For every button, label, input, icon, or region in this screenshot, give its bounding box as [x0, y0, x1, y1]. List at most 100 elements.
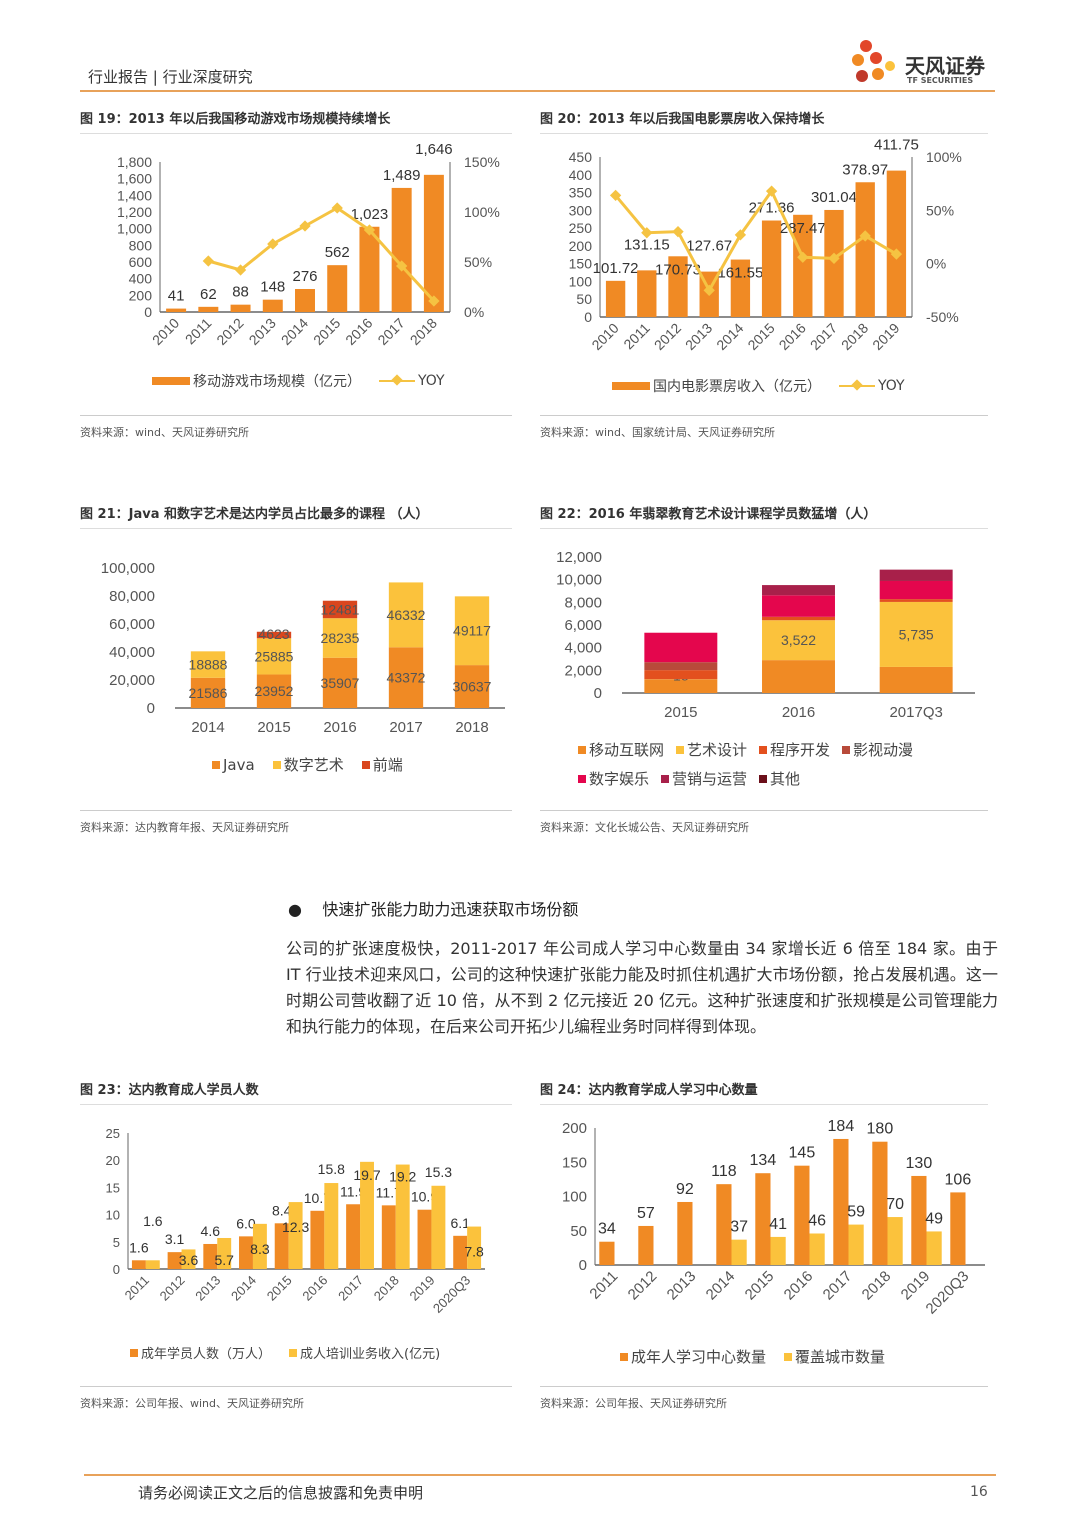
figure-20-title: 图 20：2013 年以后我国电影票房收入保持增长 [540, 108, 988, 134]
x-tick-label: 2016 [299, 1273, 330, 1304]
y-tick-label: 1,200 [117, 204, 152, 220]
legend-label: 国内电影票房收入（亿元） [653, 379, 821, 395]
legend-label: 艺术设计 [687, 741, 748, 759]
header-divider [80, 90, 995, 92]
y-tick-label: 12,000 [556, 549, 602, 566]
data-label: 1,646 [415, 141, 453, 158]
bar [395, 1164, 410, 1269]
y-tick-label: 10,000 [556, 572, 602, 589]
x-tick-label: 2019 [898, 1268, 934, 1304]
data-label: 30637 [453, 679, 492, 695]
x-tick-label: 2018 [407, 315, 440, 348]
bar [288, 1202, 303, 1269]
bar-segment [190, 651, 226, 678]
y2-tick-label: 50% [464, 254, 492, 270]
bar [731, 1239, 747, 1265]
logo-icon [852, 40, 895, 82]
data-label: 92 [676, 1181, 694, 1198]
bar [310, 1210, 325, 1269]
y-tick-label: 0 [147, 700, 155, 717]
yoy-point [202, 255, 214, 267]
y-tick-label: 4,000 [564, 640, 602, 657]
bar [274, 1223, 289, 1269]
x-tick-label: 2012 [625, 1268, 661, 1304]
data-label: 301.04 [811, 189, 857, 206]
legend-swatch [272, 760, 281, 769]
data-label: 15.3 [425, 1164, 452, 1180]
bar [295, 289, 315, 312]
bar-segment [644, 679, 718, 693]
x-tick-label: 2015 [257, 719, 290, 736]
data-label: 106 [945, 1171, 972, 1188]
legend-line-swatch [839, 385, 875, 387]
bar-segment [322, 618, 358, 658]
x-tick-label: 2016 [323, 719, 356, 736]
x-tick-label: 2015 [664, 704, 697, 721]
yoy-point [797, 251, 809, 263]
bar-segment [879, 569, 953, 581]
bar [360, 1161, 374, 1269]
x-tick-label: 2016 [776, 320, 809, 353]
bar [167, 1252, 182, 1269]
y-tick-label: 1,800 [117, 154, 152, 170]
bar [950, 1192, 966, 1265]
legend-label: YOY [878, 378, 905, 394]
yoy-point [672, 226, 684, 238]
bar [872, 1141, 888, 1265]
data-label: 4.6 [201, 1223, 221, 1239]
figure-19-title: 图 19：2013 年以后我国移动游戏市场规模持续增长 [80, 108, 512, 134]
bar-segment [762, 660, 835, 693]
footer-divider [84, 1474, 996, 1476]
data-label: 3.6 [179, 1252, 199, 1268]
bar-segment [762, 620, 835, 661]
bar-segment [879, 601, 953, 667]
legend-swatch [661, 774, 670, 783]
legend-swatch [759, 745, 768, 754]
x-tick-label: 2016 [782, 704, 815, 721]
x-tick-label: 2017 [389, 719, 422, 736]
y-tick-label: 200 [562, 1120, 587, 1137]
data-label: 46332 [387, 607, 426, 623]
yoy-point [267, 238, 279, 250]
figure-20-source: 资料来源：wind、国家统计局、天风证券研究所 [540, 415, 988, 440]
y-tick-label: 600 [129, 254, 153, 270]
x-tick-label: 2011 [586, 1268, 621, 1303]
x-tick-label: 2010 [588, 320, 621, 353]
data-label: 8.3 [250, 1241, 270, 1257]
data-label: 170.73 [655, 261, 701, 278]
x-tick-label: 2017 [807, 320, 840, 353]
bar [391, 187, 412, 312]
x-tick-label: 2013 [664, 1268, 700, 1304]
bar-segment [644, 662, 718, 671]
yoy-point [734, 229, 747, 241]
bar [911, 1175, 927, 1265]
x-tick-label: 2019 [869, 320, 902, 353]
data-label: 101.72 [593, 260, 639, 277]
y2-tick-label: 50% [926, 202, 954, 218]
data-label: 37 [730, 1219, 748, 1236]
bar [848, 1224, 864, 1265]
legend-label: 覆盖城市数量 [795, 1348, 886, 1366]
data-label: 35907 [321, 675, 360, 691]
bar [217, 1237, 232, 1269]
bar [181, 1249, 196, 1269]
figure-20-legend: 国内电影票房收入（亿元） YOY [612, 376, 905, 396]
bar [239, 1236, 253, 1269]
figure-24-title: 图 24：达内教育学成人学习中心数量 [540, 1079, 988, 1105]
y-tick-label: 1,000 [117, 221, 152, 237]
figure-22-source: 资料来源：文化长城公告、天风证券研究所 [540, 810, 988, 835]
figure-23-source: 资料来源：公司年报、wind、天风证券研究所 [80, 1386, 512, 1411]
x-tick-label: 2017 [374, 315, 407, 348]
yoy-point [765, 185, 778, 197]
data-label: 131.15 [624, 236, 670, 253]
legend-label: 前端 [372, 756, 403, 774]
bar [716, 1184, 732, 1265]
bar [417, 1209, 432, 1269]
figure-19-legend: 移动游戏市场规模（亿元） YOY [152, 371, 445, 391]
data-label: 1,489 [383, 167, 421, 184]
y-tick-label: 350 [569, 185, 593, 201]
yoy-point [641, 227, 653, 239]
x-tick-label: 2011 [122, 1273, 152, 1303]
bar [638, 1225, 654, 1265]
